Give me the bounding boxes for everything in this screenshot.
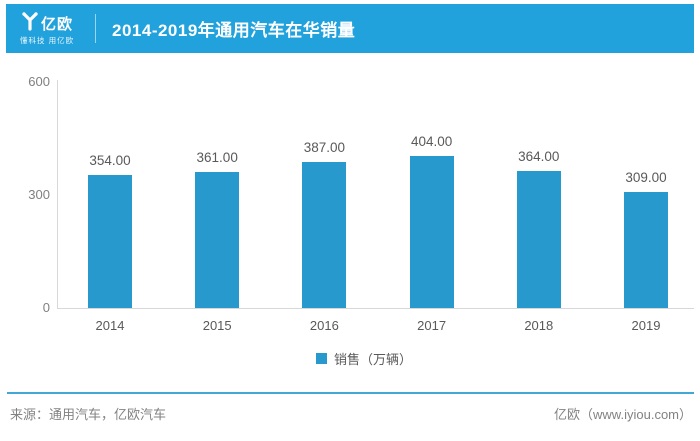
bar-value-label: 404.00 bbox=[410, 134, 453, 149]
brand-slogan: 懂科技 用亿欧 bbox=[20, 36, 75, 45]
x-tick-label: 2015 bbox=[202, 318, 232, 333]
y-axis-line bbox=[57, 80, 58, 308]
bar-chart: 0 300 600 354.00 2014 361.00 2015 387.00 2016 404… bbox=[0, 53, 700, 345]
bar-2014 bbox=[88, 175, 132, 308]
bar-2018 bbox=[516, 171, 561, 308]
bar-2015 bbox=[195, 172, 240, 308]
bar-2016 bbox=[302, 162, 347, 308]
x-tick-label: 2014 bbox=[95, 318, 125, 333]
legend-item: 销售（万辆） bbox=[315, 349, 412, 368]
bar-value-label: 354.00 bbox=[89, 153, 131, 168]
chart-title: 2014-2019年通用汽车在华销量 bbox=[112, 21, 356, 40]
bar-2017 bbox=[409, 156, 454, 308]
bar-value-label: 361.00 bbox=[196, 150, 238, 165]
header-divider bbox=[95, 14, 96, 43]
bar-2019 bbox=[624, 192, 668, 308]
header-banner: 亿欧 懂科技 用亿欧 2014-2019年通用汽车在华销量 bbox=[6, 4, 694, 53]
bar-value-label: 387.00 bbox=[303, 140, 346, 155]
x-axis-line bbox=[57, 308, 694, 309]
chart-legend: 销售（万辆） bbox=[0, 349, 700, 368]
x-tick-label: 2018 bbox=[524, 318, 554, 333]
y-tick-label: 600 bbox=[28, 74, 50, 89]
bar-value-label: 309.00 bbox=[625, 170, 667, 185]
x-tick-label: 2019 bbox=[631, 318, 661, 333]
brand-name: 亿欧 bbox=[41, 16, 74, 33]
brand-url-text: 亿欧（www.iyiou.com） bbox=[554, 407, 692, 422]
legend-swatch bbox=[315, 353, 327, 364]
x-tick-label: 2017 bbox=[417, 318, 447, 333]
legend-label: 销售（万辆） bbox=[333, 352, 412, 367]
x-tick-label: 2016 bbox=[309, 318, 339, 333]
y-tick-label: 0 bbox=[42, 300, 50, 315]
bar-value-label: 364.00 bbox=[518, 149, 560, 164]
source-text: 来源：通用汽车，亿欧汽车 bbox=[10, 407, 167, 422]
footer-divider-rule bbox=[7, 392, 694, 394]
brand-sprout-icon bbox=[22, 12, 38, 31]
y-tick-label: 300 bbox=[28, 187, 50, 202]
